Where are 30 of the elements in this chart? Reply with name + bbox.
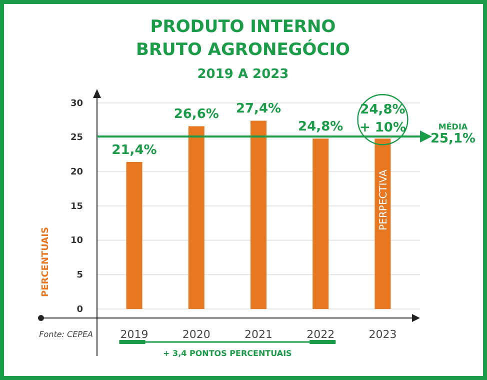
y-tick-label: 20 (70, 167, 83, 178)
y-tick-label: 10 (70, 236, 83, 246)
bar (126, 162, 142, 309)
data-label: 21,4% (112, 142, 157, 158)
y-tick-label: 0 (76, 304, 83, 315)
bar (250, 120, 266, 309)
data-label: 24,8% (298, 120, 344, 135)
y-tick-label: 15 (70, 202, 83, 212)
source-note: Fonte: CEPEA (39, 330, 93, 339)
y-tick-label: 5 (76, 270, 83, 281)
chart-title: PRODUTO INTERNO BRUTO AGRONEGÓCIO (136, 17, 350, 60)
x-tick-label: 2023 (368, 328, 397, 341)
y-tick-label: 25 (70, 133, 83, 144)
bar (374, 138, 391, 309)
data-label: 24,8% (360, 102, 406, 118)
y-axis-title: PERCENTUAIS (41, 227, 51, 297)
x-tick-label: 2021 (244, 328, 272, 341)
x-tick-label: 2019 (120, 328, 148, 341)
chart-subtitle: 2019 A 2023 (197, 67, 289, 82)
data-label: 26,6% (174, 107, 219, 122)
annotation: PERPECTIVA (378, 169, 390, 230)
bar (188, 126, 204, 309)
x-tick-label: 2022 (306, 328, 335, 341)
y-tick-label: 30 (70, 98, 83, 109)
data-label: 27,4% (236, 102, 282, 117)
x-tick-label: 2020 (182, 328, 210, 341)
ref-line-label: MÉDIA 25,1% (430, 122, 476, 147)
text: + 3,4 PONTOS PERCENTUAIS (163, 349, 292, 358)
annotation: + 10% (359, 120, 406, 136)
bar (312, 138, 329, 309)
